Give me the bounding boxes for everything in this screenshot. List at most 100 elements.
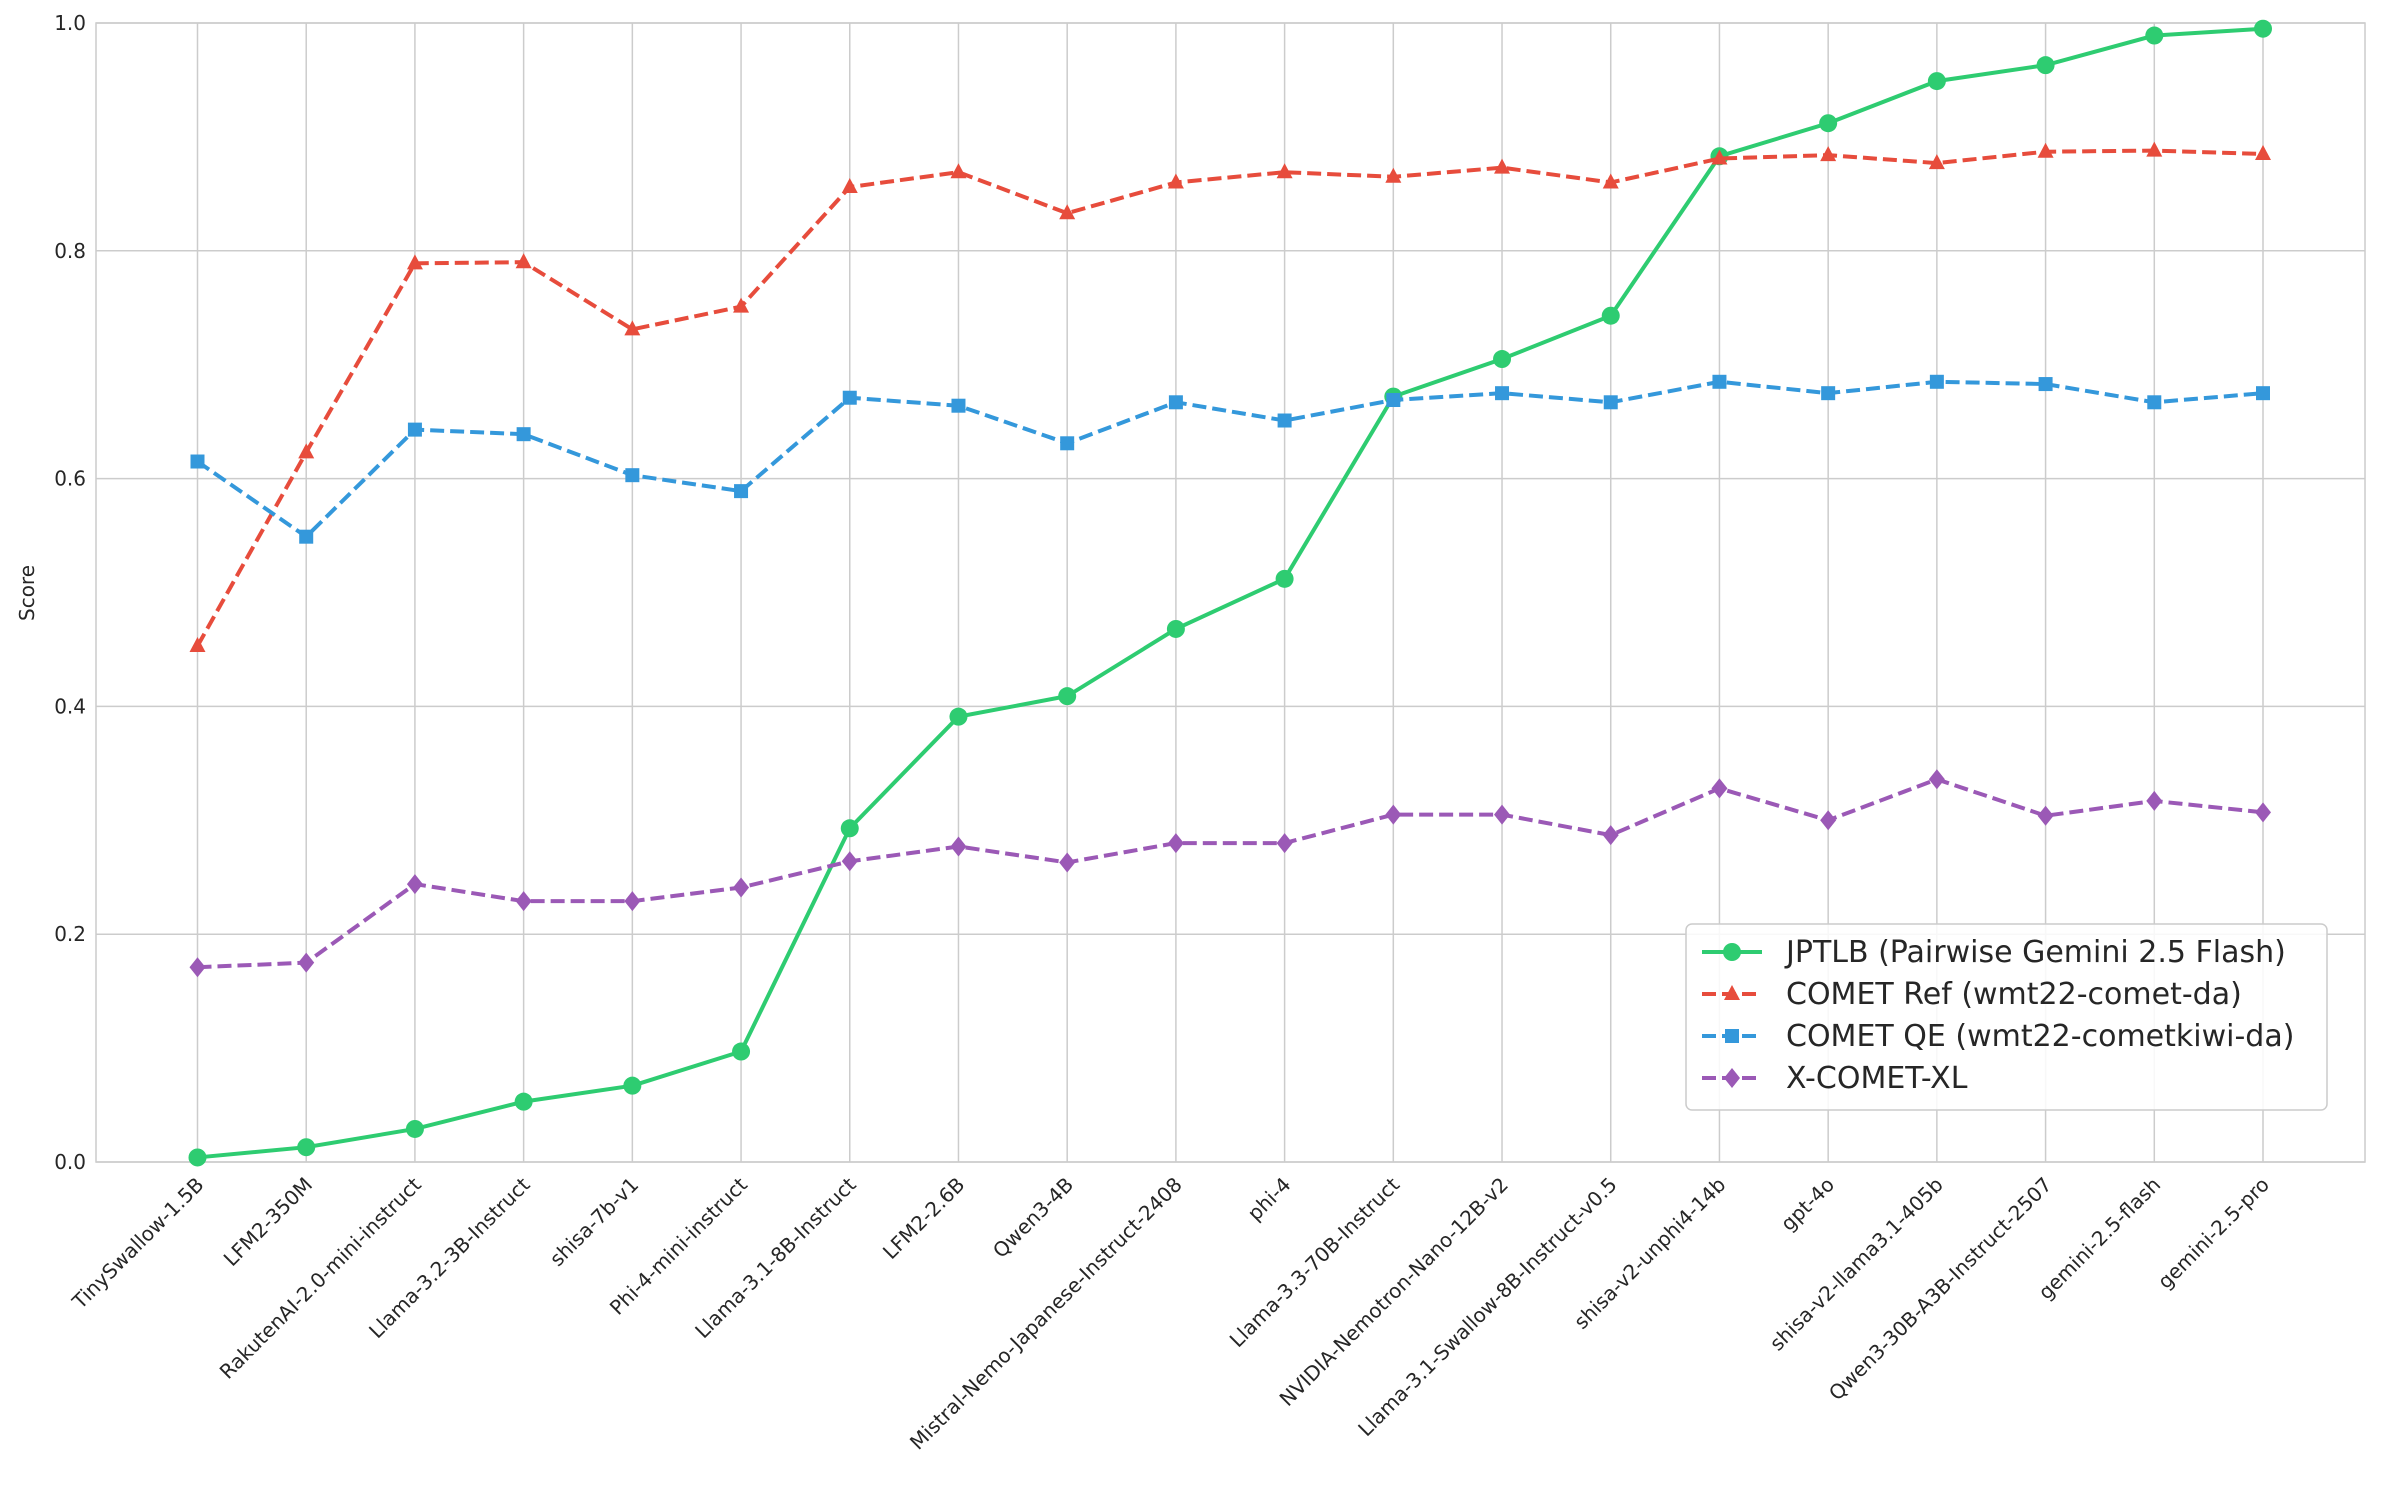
series-2: [190, 374, 2270, 544]
x-tick-label: LFM2-2.6B: [878, 1172, 969, 1263]
data-point: [2145, 26, 2164, 45]
data-point: [842, 390, 857, 405]
data-point: [405, 1119, 424, 1138]
data-point: [297, 1138, 316, 1157]
data-point: [2255, 144, 2271, 160]
data-point: [2254, 19, 2272, 38]
data-point: [949, 707, 968, 726]
legend-box: [1685, 923, 2328, 1111]
series-line: [195, 148, 2264, 648]
data-point: [406, 254, 423, 270]
data-point: [1167, 833, 1184, 854]
data-point: [2146, 790, 2163, 811]
y-tick-label: 1.0: [54, 11, 86, 35]
data-point: [2255, 802, 2271, 823]
data-point: [1385, 167, 1402, 183]
y-tick-label: 0.2: [54, 922, 86, 946]
data-point: [734, 484, 749, 499]
data-point: [950, 836, 967, 857]
data-point: [1494, 158, 1511, 174]
legend: JPTLB (Pairwise Gemini 2.5 Flash) COMET R…: [1685, 923, 2328, 1111]
data-point: [1711, 778, 1728, 799]
x-tick-label: gemini-2.5-pro: [2153, 1172, 2274, 1293]
data-point: [1385, 804, 1402, 825]
data-point: [1168, 395, 1183, 410]
data-point: [733, 297, 750, 313]
x-tick-label: NVIDIA-Nemotron-Nano-12B-v2: [1275, 1172, 1513, 1410]
data-point: [733, 877, 750, 898]
data-point: [1277, 413, 1292, 428]
y-tick-label: 0.4: [54, 694, 86, 718]
legend-label: COMET Ref (wmt22-comet-da): [1786, 977, 2242, 1012]
data-point: [1386, 393, 1401, 408]
data-point: [624, 891, 641, 912]
data-point: [1819, 114, 1838, 133]
data-point: [514, 1092, 533, 1111]
x-tick-label: shisa-v2-llama3.1-405b: [1765, 1172, 1948, 1355]
data-point: [1821, 386, 1836, 401]
data-point: [1712, 374, 1727, 389]
data-point: [515, 891, 532, 912]
data-point: [1603, 395, 1618, 410]
data-point: [1929, 374, 1944, 389]
data-point: [840, 819, 859, 838]
data-point: [2147, 395, 2162, 410]
data-point: [1602, 825, 1619, 846]
x-tick-label: shisa-7b-v1: [545, 1172, 643, 1270]
data-point: [732, 1042, 751, 1061]
x-tick-label: gpt-4o: [1776, 1172, 1839, 1235]
data-point: [951, 398, 966, 413]
series-1: [189, 141, 2271, 653]
data-point: [950, 163, 967, 179]
data-point: [1494, 804, 1511, 825]
x-tick-label: LFM2-350M: [219, 1172, 317, 1270]
legend-label: JPTLB (Pairwise Gemini 2.5 Flash): [1784, 935, 2286, 970]
data-point: [2038, 377, 2053, 392]
data-point: [299, 529, 314, 544]
data-point: [190, 454, 205, 469]
data-point: [515, 253, 532, 269]
data-point: [189, 957, 206, 978]
data-point: [1495, 386, 1510, 401]
y-tick-label: 0.6: [54, 467, 86, 491]
data-point: [623, 1076, 642, 1095]
data-point: [189, 637, 206, 653]
data-point: [625, 468, 640, 483]
legend-marker: [1723, 943, 1741, 961]
y-axis-label: Score: [15, 565, 39, 621]
plot-frame: [95, 22, 2366, 1163]
x-tick-label: phi-4: [1243, 1172, 1296, 1225]
data-point: [1711, 149, 1728, 165]
data-point: [2037, 805, 2054, 826]
data-point: [1820, 810, 1837, 831]
x-tick-label: RakutenAI-2.0-mini-instruct: [215, 1172, 426, 1383]
data-point: [1602, 173, 1619, 189]
data-point: [1058, 687, 1077, 706]
data-point: [1928, 769, 1945, 790]
series-3: [189, 769, 2271, 978]
data-point: [1059, 852, 1076, 873]
data-point: [1059, 204, 1076, 220]
data-point: [298, 952, 315, 973]
data-point: [407, 422, 422, 437]
data-point: [1167, 173, 1184, 189]
legend-marker: [1725, 1029, 1739, 1043]
legend-label: X-COMET-XL: [1786, 1061, 1968, 1096]
data-point: [1276, 163, 1293, 179]
data-point: [1275, 569, 1294, 588]
y-tick-label: 0.8: [54, 239, 86, 263]
data-point: [188, 1148, 207, 1167]
data-point: [298, 443, 315, 459]
series-line: [197, 26, 2264, 1160]
data-point: [624, 320, 641, 336]
legend-label: COMET QE (wmt22-cometkiwi-da): [1786, 1019, 2294, 1054]
legend-marker: [1724, 985, 1740, 1000]
data-point: [841, 851, 858, 872]
data-point: [1276, 833, 1293, 854]
data-point: [1493, 350, 1512, 369]
data-point: [406, 874, 423, 895]
data-point: [2146, 141, 2163, 157]
data-point: [841, 178, 858, 194]
data-point: [1060, 436, 1075, 451]
